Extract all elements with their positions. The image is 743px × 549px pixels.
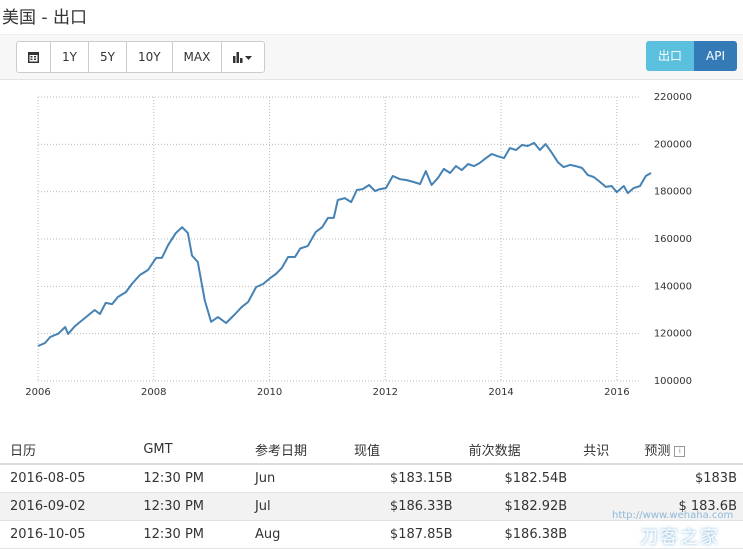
y-tick-label: 200000	[654, 139, 692, 150]
y-tick-label: 160000	[654, 234, 692, 245]
watermark-name: 刀客之家	[640, 527, 720, 548]
range-buttons: 1Y 5Y 10Y MAX	[16, 41, 266, 73]
range-button[interactable]: 5Y	[87, 42, 126, 72]
table-cell: Jun	[254, 471, 276, 486]
table-cell: 12:30 PM	[143, 471, 204, 486]
table-cell: $ 183.6B	[678, 499, 737, 514]
x-tick-label: 2016	[604, 387, 629, 398]
table-cell: 2016-08-05	[10, 471, 86, 486]
x-tick-label: 2006	[25, 387, 50, 398]
range-button[interactable]: 1Y	[50, 42, 88, 72]
table-cell: $182.54B	[504, 471, 568, 486]
tab-api[interactable]: API	[694, 41, 737, 71]
table-cell: Aug	[254, 527, 281, 542]
page-title: 美国 - 出口	[2, 8, 87, 28]
table-cell: $186.38B	[504, 527, 568, 542]
y-tick-label: 100000	[654, 376, 692, 387]
column-header: 日历	[0, 436, 134, 465]
data-line	[37, 141, 652, 347]
y-tick-label: 140000	[654, 281, 692, 292]
x-tick-label: 2008	[141, 387, 166, 398]
table-cell: $186.33B	[389, 499, 453, 514]
tabs: 出口 API	[646, 41, 737, 71]
table-cell: $182.92B	[504, 499, 568, 514]
table-row: 2016-08-05 12:30 PM Jun $183.15B $182.54B $18…	[0, 464, 743, 493]
column-header: 前次数据	[458, 436, 574, 465]
y-tick-label: 220000	[654, 92, 692, 103]
table-cell	[573, 521, 634, 549]
toolbar: 1Y 5Y 10Y MAX 出口 API	[0, 34, 743, 80]
watermark-url: http://www.wehaha.com	[612, 510, 734, 521]
table-cell: 12:30 PM	[143, 499, 204, 514]
info-icon[interactable]: i	[674, 446, 686, 457]
table-cell: Jul	[254, 499, 271, 514]
chart-type-button[interactable]	[221, 42, 264, 72]
column-header: GMT	[133, 436, 245, 465]
table-cell: 2016-10-05	[10, 527, 86, 542]
data-table: 日历 GMT 参考日期 现值 前次数据 共识 预测 i 2016-08-05 12:30 PM Ju…	[0, 436, 743, 549]
chart-type-icon	[233, 52, 253, 63]
x-tick-label: 2010	[257, 387, 282, 398]
y-tick-label: 180000	[654, 187, 692, 198]
table-row: 2016-10-05 12:30 PM Aug $187.85B $186.38B	[0, 521, 743, 549]
table-cell: 2016-09-02	[10, 499, 86, 514]
calendar-button[interactable]	[17, 42, 50, 72]
x-tick-label: 2014	[488, 387, 513, 398]
column-header: 现值	[344, 436, 459, 465]
column-header: 参考日期	[244, 436, 345, 465]
range-button[interactable]: MAX	[171, 42, 222, 72]
calendar-icon	[28, 52, 39, 63]
table-cell: $183B	[694, 471, 737, 486]
y-tick-label: 120000	[654, 329, 692, 340]
table-cell: $183.15B	[389, 471, 453, 486]
column-header: 预测 i	[634, 436, 743, 465]
table-cell: 12:30 PM	[143, 527, 204, 542]
column-header: 共识	[573, 436, 635, 465]
table-cell	[573, 464, 634, 493]
table-row: 2016-09-02 12:30 PM Jul $186.33B $182.92B $ 1…	[0, 492, 743, 521]
table-cell: $187.85B	[389, 527, 453, 542]
x-tick-label: 2012	[373, 387, 398, 398]
chart: 100000 120000 140000 160000 180000 200000 2200…	[25, 92, 692, 398]
table-header-row: 日历 GMT 参考日期 现值 前次数据 共识 预测 i	[0, 436, 743, 465]
range-button[interactable]: 10Y	[125, 42, 172, 72]
tab-exports[interactable]: 出口	[646, 41, 695, 71]
